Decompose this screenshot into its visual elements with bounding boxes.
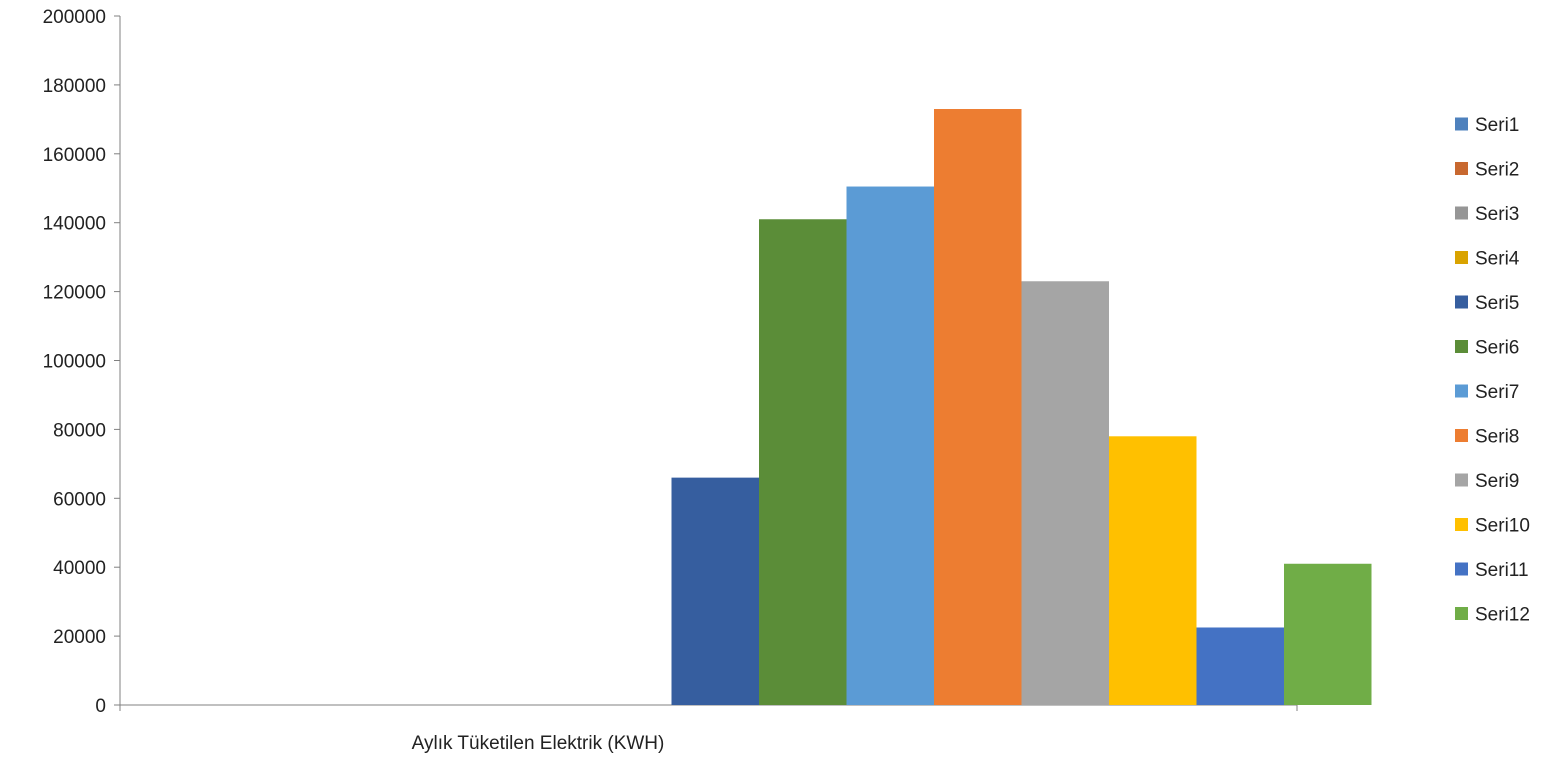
y-tick-label: 180000 [43, 76, 106, 97]
legend-label: Seri2 [1475, 160, 1519, 181]
bar-seri5 [671, 477, 759, 705]
legend-label: Seri3 [1475, 204, 1519, 225]
legend-label: Seri1 [1475, 115, 1519, 136]
legend-swatch [1455, 295, 1468, 309]
y-tick-label: 20000 [53, 627, 106, 648]
legend: Seri1 Seri2 Seri3 Seri4 Seri5 Seri6 Seri7 Seri8… [1455, 115, 1530, 626]
y-tick-label: 60000 [53, 489, 106, 510]
legend-label: Seri9 [1475, 471, 1519, 492]
x-axis: Aylık Tüketilen Elektrik (KWH) [119, 704, 1298, 754]
legend-label: Seri8 [1475, 427, 1519, 448]
legend-swatch [1455, 206, 1468, 220]
bar-seri11 [1196, 627, 1284, 705]
bar-seri9 [1021, 281, 1109, 705]
legend-swatch [1455, 117, 1468, 131]
legend-swatch [1455, 384, 1468, 398]
bar-seri7 [846, 186, 934, 706]
y-tick-label: 40000 [53, 558, 106, 579]
legend-label: Seri11 [1475, 560, 1529, 581]
bar-seri12 [1284, 563, 1372, 705]
y-tick-label: 200000 [43, 7, 106, 28]
legend-label: Seri7 [1475, 382, 1519, 403]
legend-swatch [1455, 340, 1468, 353]
y-tick-label: 140000 [43, 214, 106, 235]
legend-label: Seri4 [1475, 249, 1520, 270]
y-tick-label: 80000 [53, 420, 106, 441]
y-tick-label: 120000 [43, 283, 106, 304]
legend-swatch [1455, 473, 1468, 487]
bar-seri6 [759, 219, 847, 705]
bars [671, 109, 1372, 706]
y-tick-label: 100000 [43, 352, 106, 373]
legend-swatch [1455, 162, 1468, 175]
legend-label: Seri6 [1475, 338, 1519, 359]
y-tick-label: 160000 [43, 145, 106, 166]
legend-swatch [1455, 518, 1468, 531]
y-tick-label: 0 [95, 696, 106, 717]
legend-label: Seri5 [1475, 293, 1519, 314]
legend-label: Seri10 [1475, 516, 1530, 537]
legend-swatch [1455, 429, 1468, 442]
y-axis: 0 20000 40000 60000 80000 100000 120000 140000 1… [43, 7, 121, 717]
bar-seri10 [1109, 436, 1197, 705]
legend-swatch [1455, 251, 1468, 264]
bar-seri8 [934, 109, 1022, 705]
legend-swatch [1455, 562, 1468, 576]
category-label: Aylık Tüketilen Elektrik (KWH) [412, 733, 665, 754]
legend-swatch [1455, 607, 1468, 620]
legend-label: Seri12 [1475, 605, 1530, 626]
